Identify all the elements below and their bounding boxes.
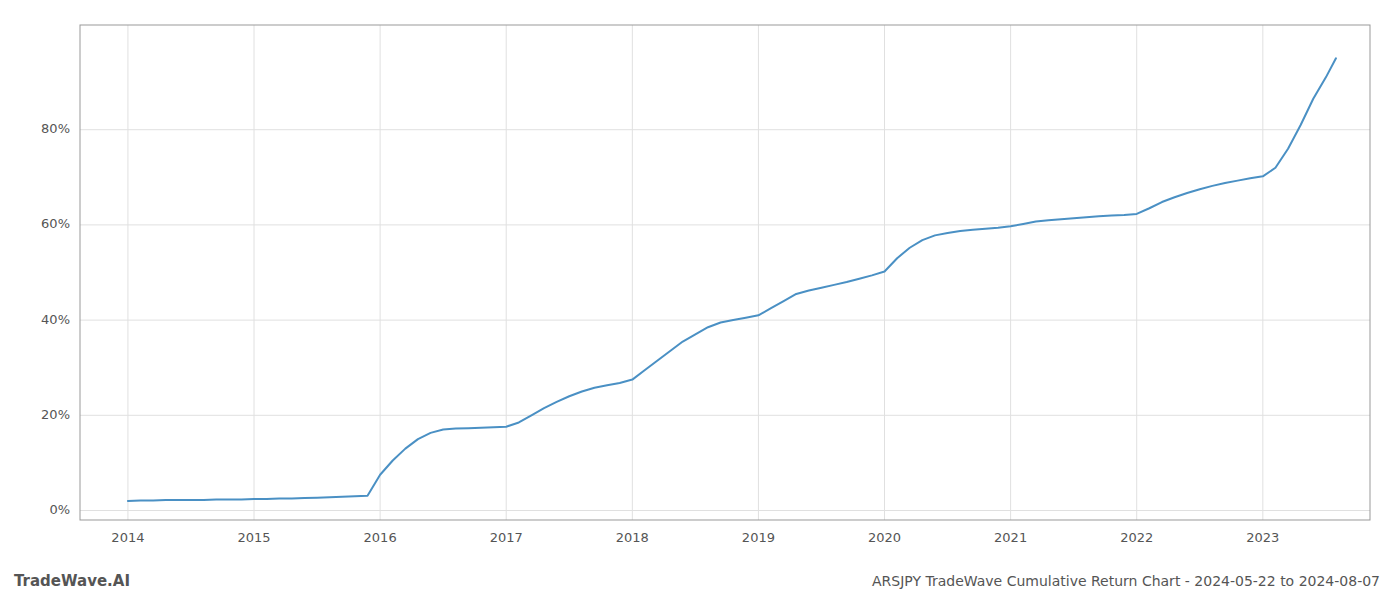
y-grid-line: [80, 510, 1370, 511]
x-tick-label: 2020: [868, 530, 901, 545]
x-tick-label: 2019: [742, 530, 775, 545]
y-grid-line: [80, 224, 1370, 225]
tick-labels: 0% 20% 40% 60% 80% 2014 2015 2016 2017 2018 2019 20…: [41, 121, 1279, 545]
x-tick-label: 2018: [616, 530, 649, 545]
watermark: TradeWave.AI: [14, 572, 130, 590]
x-grid-line: [127, 25, 128, 520]
x-grid-line: [1136, 25, 1137, 520]
x-grid-line: [254, 25, 255, 520]
plot-area: [128, 58, 1336, 501]
x-tick-label: 2016: [364, 530, 397, 545]
x-grid-line: [758, 25, 759, 520]
x-grid-line: [506, 25, 507, 520]
y-tick-label: 40%: [41, 312, 70, 327]
x-grid-line: [1262, 25, 1263, 520]
x-grid-line: [632, 25, 633, 520]
y-tick-label: 20%: [41, 407, 70, 422]
line: [128, 58, 1336, 501]
x-grid-line: [380, 25, 381, 520]
x-tick-label: 2017: [490, 530, 523, 545]
x-grid-line: [1010, 25, 1011, 520]
x-tick-label: 2023: [1246, 530, 1279, 545]
y-tick-label: 80%: [41, 121, 70, 136]
grid: [80, 25, 1370, 520]
x-tick-label: 2015: [237, 530, 270, 545]
y-grid-line: [80, 320, 1370, 321]
y-tick-label: 0%: [49, 502, 70, 517]
x-tick-label: 2014: [111, 530, 144, 545]
x-tick-label: 2022: [1120, 530, 1153, 545]
title: ARSJPY TradeWave Cumulative Return Chart…: [872, 573, 1380, 589]
plot-frame: [80, 25, 1370, 520]
y-grid-line: [80, 415, 1370, 416]
x-tick-label: 2021: [994, 530, 1027, 545]
chart: 0% 20% 40% 60% 80% 2014 2015 2016 2017 2018 2019 20…: [0, 0, 1400, 600]
y-tick-label: 60%: [41, 216, 70, 231]
y-grid-line: [80, 129, 1370, 130]
